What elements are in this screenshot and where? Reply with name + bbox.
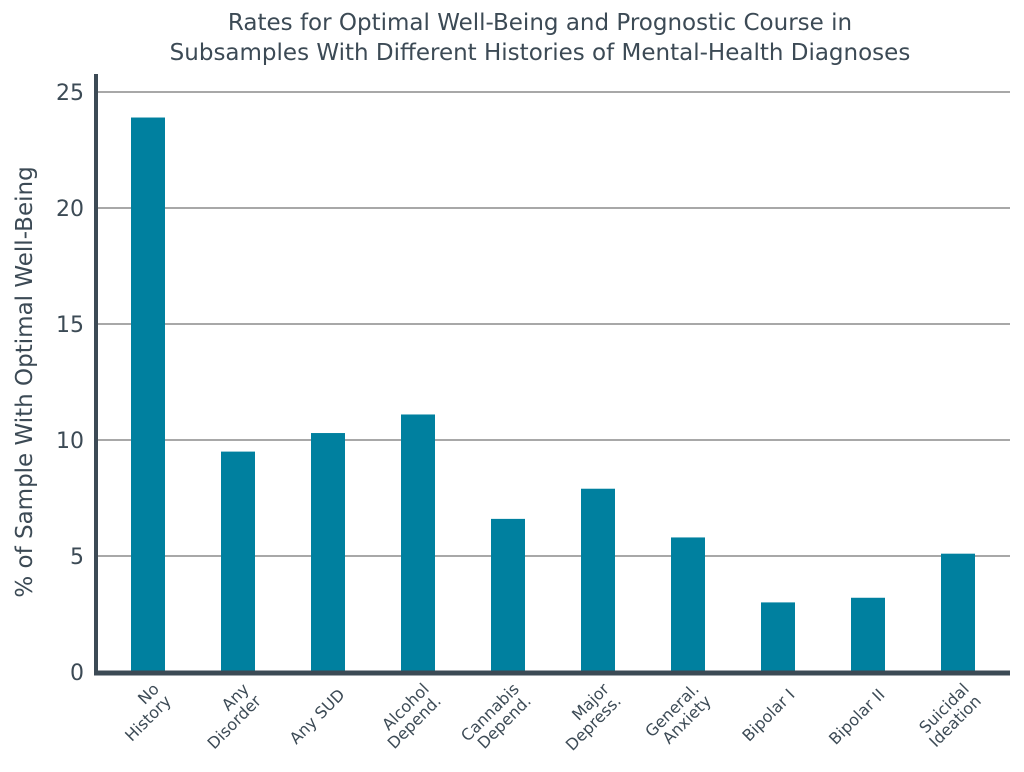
bar xyxy=(131,117,165,672)
y-tick-label: 15 xyxy=(56,313,84,338)
chart-title-line-2: Subsamples With Different Histories of M… xyxy=(170,40,911,66)
y-axis-label: % of Sample With Optimal Well-Being xyxy=(12,166,38,597)
x-tick-label: MajorDepress. xyxy=(550,679,625,754)
bar xyxy=(761,602,795,672)
y-tick-label: 10 xyxy=(56,429,84,454)
bar xyxy=(941,553,975,672)
bar xyxy=(311,433,345,672)
x-tick-label-line: Bipolar II xyxy=(825,685,888,748)
bar xyxy=(221,451,255,672)
x-tick-label: SuicidalIdeation xyxy=(913,679,985,751)
bar xyxy=(401,414,435,672)
x-tick-label: AnyDisorder xyxy=(191,679,265,753)
y-tick-label: 0 xyxy=(70,661,84,686)
bar xyxy=(851,597,885,672)
x-tick-label: CannabisDepend. xyxy=(457,679,535,757)
chart-title-line-1: Rates for Optimal Well-Being and Prognos… xyxy=(228,10,852,36)
bar xyxy=(491,518,525,672)
x-tick-label: General.Anxiety xyxy=(641,679,715,753)
x-tick-label-line: Any SUD xyxy=(286,685,349,748)
y-tick-label: 25 xyxy=(56,81,84,106)
y-tick-label: 5 xyxy=(70,545,84,570)
x-tick-label: Bipolar II xyxy=(825,685,888,748)
x-tick-label: Any SUD xyxy=(286,685,349,748)
bar xyxy=(671,537,705,672)
y-tick-label: 20 xyxy=(56,197,84,222)
x-tick-label: NoHistory xyxy=(109,679,175,745)
x-tick-label: Bipolar I xyxy=(738,685,798,745)
x-tick-label-line: Bipolar I xyxy=(738,685,798,745)
x-tick-label: AlcoholDepend. xyxy=(372,679,445,752)
bar xyxy=(581,488,615,672)
